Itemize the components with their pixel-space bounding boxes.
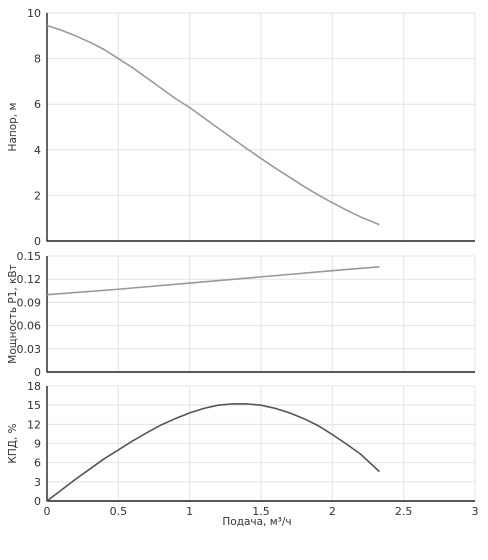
head-ytick-label-0: 0 [34, 235, 41, 248]
efficiency-panel: 0 3 6 9 12 15 18 0 0.5 1 1.5 2 2.5 3 КПД, % Подача, м³/… [7, 380, 479, 528]
efficiency-ylabel: КПД, % [7, 423, 19, 463]
efficiency-ytick-label-4: 12 [27, 418, 41, 431]
power-ytick-label-2: 0.06 [17, 320, 42, 333]
head-ytick-label-3: 6 [34, 98, 41, 111]
power-ytick-label-0: 0 [34, 366, 41, 379]
efficiency-xtick-label-1: 0.5 [110, 505, 128, 518]
head-ytick-label-5: 10 [27, 7, 41, 20]
efficiency-xtick-label-5: 2.5 [395, 505, 413, 518]
head-series-line-0 [46, 24, 380, 226]
head-ylabel: Напор, м [7, 103, 19, 152]
head-panel: 0 2 4 6 8 10 Напор, м [7, 7, 476, 248]
power-ytick-label-3: 0.09 [17, 296, 42, 309]
efficiency-ytick-label-5: 15 [27, 399, 41, 412]
head-ytick-label-2: 4 [34, 144, 41, 157]
power-ytick-label-5: 0.15 [17, 250, 42, 263]
efficiency-ytick-label-0: 0 [34, 495, 41, 508]
power-ylabel: Мощность P1, кВт [7, 264, 19, 363]
efficiency-ytick-label-2: 6 [34, 457, 41, 470]
head-ytick-label-4: 8 [34, 53, 41, 66]
efficiency-xlabel: Подача, м³/ч [222, 516, 291, 528]
efficiency-xtick-label-2: 1 [186, 505, 193, 518]
power-series-line-0 [46, 266, 380, 296]
head-ytick-label-1: 2 [34, 189, 41, 202]
efficiency-xtick-label-0: 0 [44, 505, 51, 518]
efficiency-xtick-label-4: 2 [329, 505, 336, 518]
efficiency-xtick-label-6: 3 [472, 505, 479, 518]
efficiency-series-line-0 [46, 403, 380, 502]
efficiency-ytick-label-1: 3 [34, 476, 41, 489]
efficiency-ytick-label-3: 9 [34, 438, 41, 451]
power-ytick-label-1: 0.03 [17, 343, 42, 356]
efficiency-ytick-label-6: 18 [27, 380, 41, 393]
power-ytick-label-4: 0.12 [17, 273, 42, 286]
efficiency-xtick-label-3: 1.5 [252, 505, 270, 518]
